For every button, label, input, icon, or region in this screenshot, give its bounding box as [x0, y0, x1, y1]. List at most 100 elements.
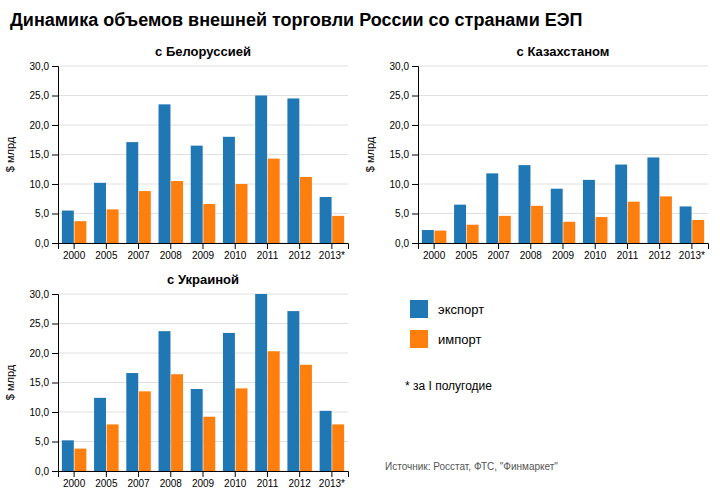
tick-label: 2012: [289, 478, 312, 489]
bar: [107, 209, 119, 243]
tick-label: 2011: [617, 250, 639, 261]
y-tick: 0,0: [395, 238, 418, 249]
tick-mark: [52, 66, 58, 67]
tick-mark: [52, 294, 58, 295]
bar: [454, 205, 466, 243]
x-tick: 2000: [423, 243, 446, 261]
tick-label: 2013*: [319, 478, 345, 489]
axis-line: [52, 67, 59, 244]
axis-line: [52, 295, 59, 472]
tick-label: 2008: [160, 478, 183, 489]
tick-label: 10,0: [30, 407, 50, 418]
tick-mark: [52, 353, 58, 354]
bars: [62, 96, 344, 244]
bar: [563, 222, 575, 243]
note: * за I полугодие: [405, 379, 492, 393]
y-axis: 0,05,010,015,020,025,030,0: [30, 61, 59, 249]
y-tick: 15,0: [30, 149, 58, 160]
tick-mark: [203, 471, 204, 477]
y-axis: 0,05,010,015,020,025,030,0: [30, 289, 59, 477]
bar: [332, 424, 344, 471]
tick-label: 2008: [160, 250, 183, 261]
tick-label: 2000: [63, 250, 86, 261]
x-tick: 2007: [127, 243, 150, 261]
grid-line: [418, 184, 708, 185]
bar: [332, 216, 344, 243]
tick-mark: [299, 471, 300, 477]
tick-mark: [52, 125, 58, 126]
tick-label: 2005: [95, 478, 118, 489]
tick-label: 10,0: [30, 179, 50, 190]
tick-mark: [299, 243, 300, 249]
tick-mark: [412, 214, 418, 215]
tick-mark: [331, 243, 332, 249]
tick-mark: [52, 442, 58, 443]
tick-label: 15,0: [390, 149, 410, 160]
x-axis: 200020052007200820092010201120122013*: [59, 471, 349, 489]
bar: [320, 411, 332, 471]
y-axis-title: $ млрд: [4, 136, 16, 172]
y-tick: 5,0: [395, 208, 418, 219]
y-tick: 30,0: [30, 289, 58, 300]
tick-mark: [52, 471, 58, 472]
tick-label: 2007: [127, 250, 150, 261]
source: Источник: Росстат, ФТС, "Финмаркет": [385, 461, 558, 472]
tick-label: 25,0: [390, 90, 410, 101]
tick-mark: [52, 324, 58, 325]
axis-line: [412, 67, 419, 244]
bar: [680, 206, 692, 243]
bar: [139, 191, 151, 243]
tick-label: 20,0: [30, 120, 50, 131]
bar: [191, 146, 203, 243]
tick-label: 2009: [192, 478, 215, 489]
tick-mark: [434, 243, 435, 249]
tick-mark: [52, 155, 58, 156]
tick-mark: [106, 471, 107, 477]
bar: [434, 231, 446, 243]
y-axis-title: $ млрд: [4, 364, 16, 400]
y-tick: 20,0: [30, 120, 58, 131]
bar: [236, 388, 248, 471]
y-tick: 10,0: [30, 179, 58, 190]
tick-label: 2010: [584, 250, 607, 261]
bar: [519, 165, 531, 243]
tick-mark: [412, 125, 418, 126]
tick-mark: [203, 243, 204, 249]
y-tick: 25,0: [30, 318, 58, 329]
tick-mark: [412, 184, 418, 185]
bar: [268, 351, 280, 471]
grid-line: [58, 323, 348, 324]
bar: [62, 440, 74, 471]
y-tick: 0,0: [35, 466, 58, 477]
bar: [223, 333, 235, 471]
x-tick: 2011: [257, 471, 279, 489]
bars: [422, 157, 704, 243]
y-axis: 0,05,010,015,020,025,030,0: [390, 61, 419, 249]
bar: [223, 137, 235, 243]
bar: [647, 157, 659, 243]
y-tick: 0,0: [35, 238, 58, 249]
x-tick: 2013*: [319, 471, 345, 489]
x-tick: 2011: [257, 243, 279, 261]
axis-line: [59, 472, 349, 478]
bar: [159, 104, 171, 243]
tick-label: 2005: [455, 250, 478, 261]
tick-mark: [331, 471, 332, 477]
tick-mark: [530, 243, 531, 249]
tick-label: 15,0: [30, 149, 50, 160]
tick-label: 2007: [487, 250, 510, 261]
bar: [255, 294, 267, 471]
axis-line: [59, 244, 349, 250]
tick-label: 2013*: [679, 250, 705, 261]
bar: [159, 331, 171, 471]
grid-line: [58, 125, 348, 126]
tick-label: 2011: [257, 250, 279, 261]
tick-mark: [466, 243, 467, 249]
legend-label: импорт: [438, 332, 481, 347]
x-axis: 200020052007200820092010201120122013*: [419, 243, 709, 261]
tick-mark: [52, 96, 58, 97]
tick-mark: [138, 471, 139, 477]
bar: [660, 196, 672, 243]
tick-mark: [52, 412, 58, 413]
tick-label: 30,0: [30, 289, 50, 300]
